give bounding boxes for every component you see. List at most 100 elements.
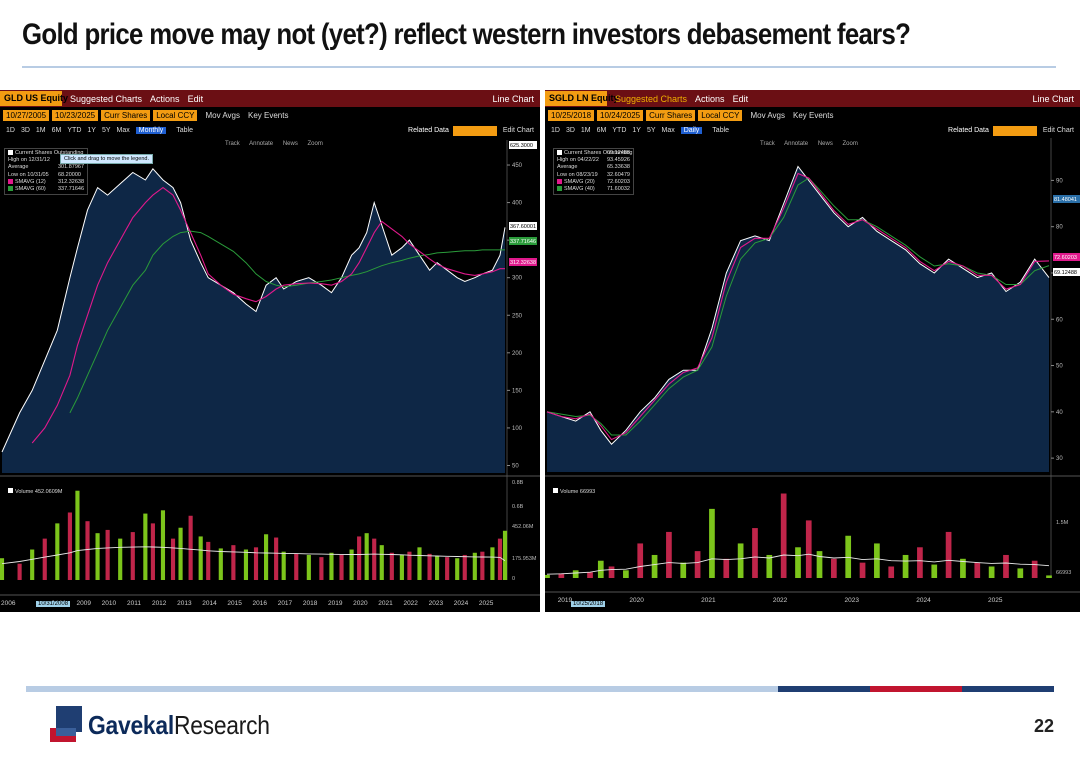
annotate-tool[interactable]: Annotate — [784, 141, 809, 147]
range-1d[interactable]: 1D — [6, 127, 15, 134]
volume-bar — [462, 554, 467, 580]
volume-bar — [623, 570, 629, 578]
volume-bar — [480, 551, 485, 580]
range-5y[interactable]: 5Y — [101, 127, 111, 134]
volume-bar — [490, 547, 495, 580]
footer-rule-light — [26, 686, 778, 692]
related-data-field[interactable] — [452, 125, 497, 136]
range-1y[interactable]: 1Y — [87, 127, 96, 134]
related-data-menu[interactable]: Related Data — [948, 127, 989, 134]
chart-canvas-gld: 50100150200250300350400450367.60001337.7… — [0, 140, 540, 607]
currency-field[interactable]: Curr Shares — [101, 110, 151, 121]
news-tool[interactable]: News — [817, 141, 833, 147]
volume-bar — [1017, 568, 1024, 578]
slide-title: Gold price move may not (yet?) reflect w… — [22, 18, 911, 51]
mov-avgs-toggle[interactable]: Mov Avgs — [750, 111, 786, 120]
start-date-field[interactable]: 10/25/2018 — [548, 110, 595, 121]
range-3d[interactable]: 3D — [20, 127, 30, 134]
edit-menu[interactable]: Edit — [732, 93, 749, 104]
volume-bar — [294, 553, 299, 580]
news-tool[interactable]: News — [282, 141, 298, 147]
edit-chart-button[interactable]: Edit Chart — [502, 127, 534, 134]
range-1y[interactable]: 1Y — [632, 127, 641, 134]
volume-bar — [831, 558, 837, 578]
settings-bar: 10/25/2018 10/24/2025 Curr Shares Local … — [545, 109, 1080, 122]
volume-bar — [587, 572, 593, 578]
ccy-field[interactable]: Local CCY — [698, 110, 743, 121]
range-5y[interactable]: 5Y — [646, 127, 656, 134]
x-tick-label: 2016 — [253, 600, 268, 607]
end-date-field[interactable]: 10/23/2025 — [52, 110, 99, 121]
related-data-menu[interactable]: Related Data — [408, 127, 449, 134]
ccy-field[interactable]: Local CCY — [153, 110, 198, 121]
range-bar: 1D 3D 1M 6M YTD 1Y 5Y Max Monthly Table … — [0, 124, 540, 137]
suggested-charts-menu[interactable]: Suggested Charts — [615, 93, 688, 104]
x-tick-label: 2012 — [152, 600, 167, 607]
volume-bar — [988, 566, 995, 578]
volume-bar — [597, 560, 604, 578]
gavekal-logo-icon — [50, 706, 82, 742]
currency-field[interactable]: Curr Shares — [646, 110, 696, 121]
volume-bar — [42, 538, 47, 580]
key-events-toggle[interactable]: Key Events — [248, 111, 289, 120]
volume-bar — [545, 574, 550, 578]
sma-long-line — [69, 230, 505, 414]
actions-menu[interactable]: Actions — [150, 93, 180, 104]
x-tick-label: 2023 — [429, 600, 444, 607]
volume-bar — [243, 549, 249, 580]
price-legend[interactable]: Current Shares Outstanding 69.12488 High … — [553, 148, 634, 196]
value-tag-label: 81.48041 — [1054, 197, 1077, 203]
table-button[interactable]: Table — [712, 127, 730, 134]
value-tag-label: 337.71646 — [510, 239, 536, 245]
track-tool[interactable]: Track — [760, 141, 775, 147]
ticker-field[interactable]: GLD US Equity — [0, 91, 68, 106]
value-tag-label: 69.12488 — [1054, 270, 1077, 276]
end-date-field[interactable]: 10/24/2025 — [597, 110, 644, 121]
x-tick-label: 2021 — [701, 597, 716, 604]
volume-tick-label: 0.8B — [512, 480, 524, 486]
range-max[interactable]: Max — [661, 127, 675, 134]
zoom-tool[interactable]: Zoom — [307, 141, 323, 147]
volume-bar — [170, 538, 176, 580]
range-ytd[interactable]: YTD — [612, 127, 627, 134]
range-max[interactable]: Max — [116, 127, 130, 134]
actions-menu[interactable]: Actions — [695, 93, 725, 104]
volume-bar — [723, 558, 730, 578]
footer-rule-navy-2 — [962, 686, 1054, 692]
period-select[interactable]: Daily — [680, 127, 703, 134]
edit-menu[interactable]: Edit — [187, 93, 204, 104]
page-number: 22 — [1033, 716, 1054, 736]
volume-bar — [389, 552, 394, 580]
volume-bar — [231, 545, 236, 580]
volume-bar — [198, 536, 203, 580]
track-tool[interactable]: Track — [225, 141, 240, 147]
value-tag — [509, 222, 537, 230]
range-6m[interactable]: 6M — [596, 127, 607, 134]
x-axis-selected-date: 10/25/2018 — [571, 601, 606, 607]
edit-chart-button[interactable]: Edit Chart — [1042, 127, 1074, 134]
range-3d[interactable]: 3D — [565, 127, 575, 134]
volume-bar — [417, 547, 422, 580]
suggested-charts-menu[interactable]: Suggested Charts — [70, 93, 143, 104]
x-tick-label: 2025 — [988, 597, 1003, 604]
range-ytd[interactable]: YTD — [67, 127, 82, 134]
range-1m[interactable]: 1M — [580, 127, 591, 134]
ticker-field[interactable]: SGLD LN Equity — [545, 91, 619, 106]
zoom-tool[interactable]: Zoom — [842, 141, 858, 147]
volume-bar — [339, 554, 344, 580]
range-1d[interactable]: 1D — [551, 127, 560, 134]
volume-bar — [349, 549, 354, 580]
table-button[interactable]: Table — [176, 127, 193, 134]
period-select[interactable]: Monthly — [135, 127, 167, 134]
volume-bar — [1031, 560, 1038, 578]
related-data-field[interactable] — [992, 125, 1037, 136]
annotate-tool[interactable]: Annotate — [249, 141, 274, 147]
volume-tick-label: 1.5M — [1056, 520, 1069, 526]
range-1m[interactable]: 1M — [35, 127, 46, 134]
sma-short-line — [31, 186, 505, 444]
start-date-field[interactable]: 10/27/2005 — [3, 110, 50, 121]
mov-avgs-toggle[interactable]: Mov Avgs — [205, 111, 241, 120]
key-events-toggle[interactable]: Key Events — [793, 111, 834, 120]
range-6m[interactable]: 6M — [51, 127, 62, 134]
volume-bar — [455, 558, 460, 580]
